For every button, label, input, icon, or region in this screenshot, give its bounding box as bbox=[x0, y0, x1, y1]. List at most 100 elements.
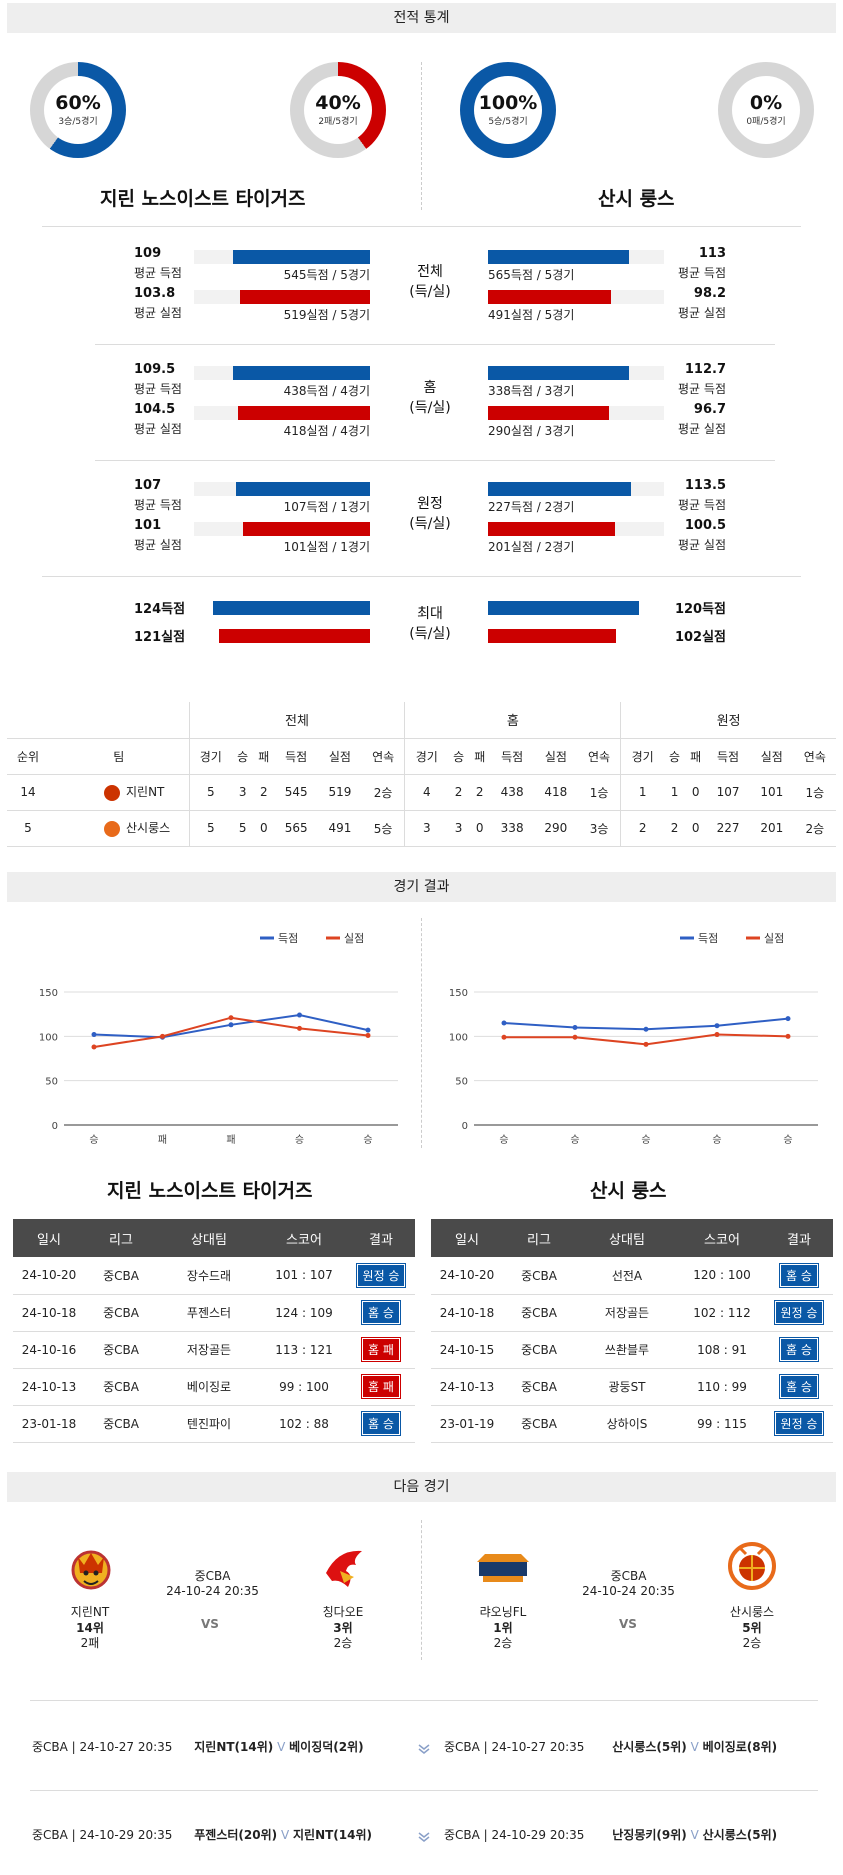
result-score: 120 : 100 bbox=[679, 1257, 765, 1295]
standings-team[interactable]: 산시룽스 bbox=[49, 810, 189, 847]
standings-cell: 338 bbox=[490, 810, 534, 847]
data-point bbox=[643, 1026, 649, 1032]
result-date: 24-10-15 bbox=[431, 1331, 503, 1369]
result-date: 24-10-13 bbox=[13, 1368, 85, 1406]
right-stat-label: 평균 득점 bbox=[678, 266, 726, 280]
result-badge: 홈 패 bbox=[361, 1337, 401, 1362]
result-date: 24-10-18 bbox=[431, 1294, 503, 1332]
left-stat-value: 104.5 bbox=[134, 402, 176, 417]
results-header: 스코어 bbox=[679, 1219, 765, 1257]
standings-cell: 2승 bbox=[361, 774, 405, 811]
standings-cell: 0 bbox=[253, 810, 275, 847]
schedule-row-2-right[interactable]: 중CBA | 24-10-29 20:35 난징몽키(9위) V 산시룽스(5위… bbox=[444, 1826, 777, 1843]
results-header: 결과 bbox=[347, 1219, 415, 1257]
schedule-vs: V bbox=[690, 1828, 699, 1842]
result-league: 중CBA bbox=[85, 1294, 157, 1332]
next-game1-time: 24-10-24 20:35 bbox=[166, 1584, 259, 1598]
left-stat-label: 평균 실점 bbox=[134, 538, 182, 552]
standings-cell: 5 bbox=[188, 774, 233, 811]
next-game2-away-streak: 2승 bbox=[742, 1636, 762, 1650]
away-results-table: 일시 리그 상대팀 스코어 결과 24-10-20 중CBA 선전A 120 : 100… bbox=[431, 1219, 833, 1443]
standings-header: 실점 bbox=[749, 738, 794, 775]
shanxi-loongs-logo-icon bbox=[728, 1542, 776, 1590]
standings-header: 승 bbox=[448, 738, 470, 775]
standings-header: 경기 bbox=[188, 738, 233, 775]
result-score: 113 : 121 bbox=[261, 1331, 347, 1369]
jilin-tiger-logo-icon bbox=[71, 1550, 111, 1590]
team-logo-icon bbox=[104, 820, 120, 837]
left-stat-bar-track bbox=[194, 522, 370, 536]
standings-group-away: 원정 bbox=[620, 702, 836, 739]
win-rate-donut: 100% 5승/5경기 bbox=[460, 62, 556, 158]
stat-group-label: 전체 (득/실) bbox=[409, 264, 451, 300]
left-stat-caption: 107득점 / 1경기 bbox=[283, 500, 370, 514]
standings-header: 득점 bbox=[706, 738, 750, 775]
stat-group-label: 홈 (득/실) bbox=[409, 380, 451, 416]
data-point bbox=[365, 1027, 371, 1033]
result-badge: 홈 승 bbox=[361, 1411, 401, 1436]
donut-percent: 40% bbox=[315, 92, 361, 114]
result-league: 중CBA bbox=[85, 1331, 157, 1369]
table-row: 14 지린NT 5 3 2 545 519 2승 4 2 2 438 418 1승 1 1 0 107 101 1승 bbox=[7, 774, 836, 811]
table-row: 24-10-18 중CBA 푸젠스터 124 : 109 홈 승 bbox=[13, 1294, 415, 1332]
chevron-down-icon[interactable] bbox=[418, 1740, 430, 1754]
schedule-row-2-left[interactable]: 중CBA | 24-10-29 20:35 푸젠스터(20위) V 지린NT(1… bbox=[32, 1826, 372, 1843]
y-tick-label: 0 bbox=[462, 1121, 468, 1132]
home-results-chart: 0 50 100 150 승 패 패 승 승 득점 실점 bbox=[39, 932, 398, 1146]
schedule-info: 중CBA | 24-10-27 20:35 bbox=[32, 1740, 173, 1754]
result-score: 108 : 91 bbox=[679, 1331, 765, 1369]
standings-header: 패 bbox=[253, 738, 275, 775]
result-badge: 원정 승 bbox=[773, 1411, 825, 1436]
result-date: 24-10-13 bbox=[431, 1368, 503, 1406]
table-row: 24-10-18 중CBA 저장골든 102 : 112 원정 승 bbox=[431, 1294, 833, 1332]
standings-team[interactable]: 지린NT bbox=[49, 774, 189, 811]
standings-cell: 2승 bbox=[793, 810, 836, 847]
left-max-value: 124득점 bbox=[134, 602, 186, 617]
next-game1-away-name: 칭다오E bbox=[322, 1605, 364, 1619]
next-game1-away-streak: 2승 bbox=[333, 1636, 353, 1650]
right-stat-bar bbox=[488, 290, 611, 304]
next-game1-home-name: 지린NT bbox=[70, 1605, 110, 1619]
right-stat-label: 평균 득점 bbox=[678, 498, 726, 512]
left-stat-bar bbox=[240, 290, 370, 304]
data-point bbox=[91, 1032, 97, 1038]
next-game2-away-name: 산시룽스 bbox=[729, 1605, 775, 1619]
x-tick-label: 승 bbox=[783, 1134, 792, 1146]
schedule-team1: 지린NT(14위) bbox=[194, 1740, 274, 1754]
standings-header: 순위 bbox=[7, 738, 49, 775]
result-badge: 홈 승 bbox=[779, 1374, 819, 1399]
standings-cell: 107 bbox=[706, 774, 750, 811]
schedule-info: 중CBA | 24-10-27 20:35 bbox=[444, 1740, 585, 1754]
standings-header: 팀 bbox=[49, 738, 189, 775]
schedule-row-1-right[interactable]: 중CBA | 24-10-27 20:35 산시룽스(5위) V 베이징로(8위… bbox=[444, 1738, 777, 1755]
standings-cell: 1 bbox=[664, 774, 686, 811]
data-point bbox=[160, 1033, 165, 1039]
data-point bbox=[365, 1032, 371, 1038]
x-tick-label: 승 bbox=[570, 1134, 579, 1146]
standings-header: 실점 bbox=[318, 738, 362, 775]
result-league: 중CBA bbox=[503, 1331, 575, 1369]
divider bbox=[95, 460, 775, 461]
left-stat-value: 109 bbox=[134, 246, 162, 261]
result-badge: 홈 승 bbox=[361, 1300, 401, 1325]
result-badge: 홈 패 bbox=[361, 1374, 401, 1399]
left-stat-caption: 519실점 / 5경기 bbox=[283, 308, 370, 322]
home-results-team-title: 지린 노스이스트 타이거즈 bbox=[107, 1180, 313, 1202]
results-header: 일시 bbox=[431, 1219, 503, 1257]
data-point bbox=[572, 1034, 578, 1040]
result-score: 101 : 107 bbox=[261, 1257, 347, 1295]
result-opponent: 광둥ST bbox=[575, 1368, 679, 1406]
standings-rank: 5 bbox=[7, 810, 49, 847]
left-stat-bar bbox=[233, 366, 370, 380]
chevron-down-icon[interactable] bbox=[418, 1828, 430, 1842]
y-tick-label: 0 bbox=[52, 1121, 58, 1132]
standings-group-home: 홈 bbox=[404, 702, 621, 739]
home-team-title: 지린 노스이스트 타이거즈 bbox=[100, 188, 306, 210]
y-tick-label: 150 bbox=[449, 988, 468, 999]
standings-header: 패 bbox=[469, 738, 491, 775]
schedule-row-1-left[interactable]: 중CBA | 24-10-27 20:35 지린NT(14위) V 베이징덕(2… bbox=[32, 1738, 364, 1755]
left-stat-bar bbox=[236, 482, 370, 496]
away-results-chart: 0 50 100 150 승 승 승 승 승 득점 실점 bbox=[449, 932, 818, 1146]
standings-cell: 2 bbox=[469, 774, 491, 811]
table-row: 24-10-20 중CBA 선전A 120 : 100 홈 승 bbox=[431, 1257, 833, 1295]
